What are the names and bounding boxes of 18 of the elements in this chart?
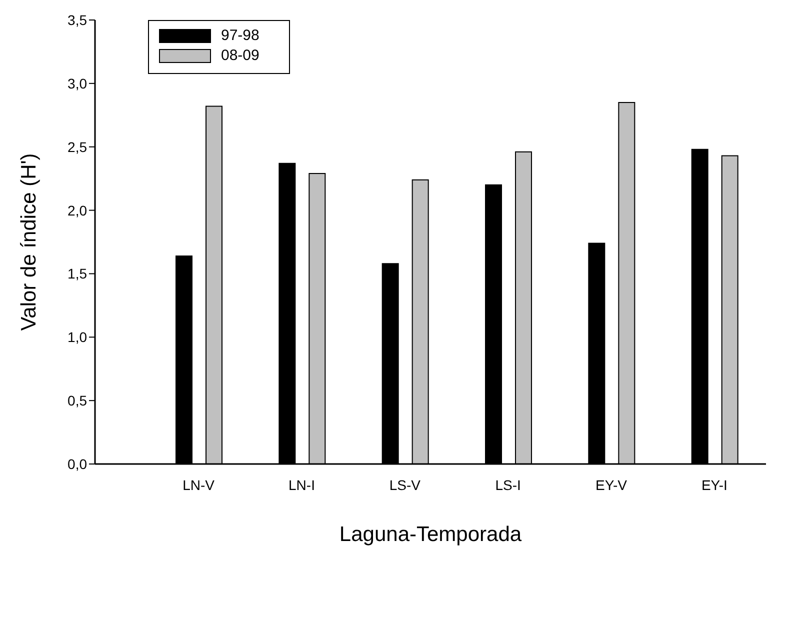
y-tick-label: 0,5 bbox=[68, 392, 88, 409]
y-tick-label: 1,0 bbox=[68, 329, 88, 346]
x-tick-label: LS-I bbox=[495, 476, 521, 493]
y-axis-title: Valor de índice (H') bbox=[17, 153, 40, 331]
y-tick-label: 2,0 bbox=[68, 202, 88, 218]
y-tick-label: 2,5 bbox=[68, 138, 88, 155]
x-tick-label: EY-V bbox=[596, 476, 628, 493]
x-tick-label: LS-V bbox=[389, 476, 422, 493]
x-axis-title: Laguna-Temporada bbox=[339, 523, 522, 546]
x-tick-label: LN-I bbox=[288, 476, 315, 493]
x-tick-label: LN-V bbox=[182, 476, 216, 493]
x-tick-label: EY-I bbox=[701, 476, 728, 493]
y-tick-label: 3,0 bbox=[68, 75, 88, 92]
y-tick-label: 1,5 bbox=[68, 266, 88, 282]
legend-label: 97-98 bbox=[221, 27, 260, 44]
y-tick-label: 0,0 bbox=[68, 456, 88, 472]
legend-label: 08-09 bbox=[221, 47, 260, 64]
y-tick-label: 3,5 bbox=[68, 12, 88, 28]
